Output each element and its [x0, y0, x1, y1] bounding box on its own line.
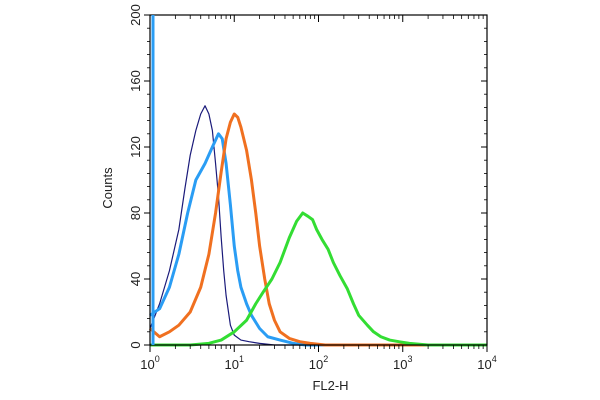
y-tick-label: 120	[128, 136, 143, 158]
y-tick-label: 160	[128, 70, 143, 92]
y-tick-label: 40	[128, 272, 143, 286]
x-tick-label: 104	[477, 354, 496, 372]
axes-layer	[144, 14, 488, 352]
series-line-1	[149, 105, 487, 346]
series-line-2	[149, 132, 487, 347]
series-line-3	[149, 112, 487, 347]
x-tick-label: 100	[140, 354, 159, 372]
series-layer	[149, 105, 487, 347]
y-tick-label: 80	[128, 206, 143, 220]
y-axis-title: Counts	[100, 167, 115, 209]
x-tick-label: 103	[393, 354, 412, 372]
series-line-4	[150, 211, 487, 347]
plot-frame	[149, 14, 488, 346]
labels-layer: 0 40 80 120 160 200 100 101 102 103 104 FL2-H Counts	[100, 4, 497, 393]
y-tick-label: 0	[128, 341, 143, 348]
x-axis-title: FL2-H	[312, 378, 348, 393]
x-tick-label: 101	[225, 354, 244, 372]
y-tick-label: 200	[128, 4, 143, 26]
x-tick-label: 102	[309, 354, 328, 372]
